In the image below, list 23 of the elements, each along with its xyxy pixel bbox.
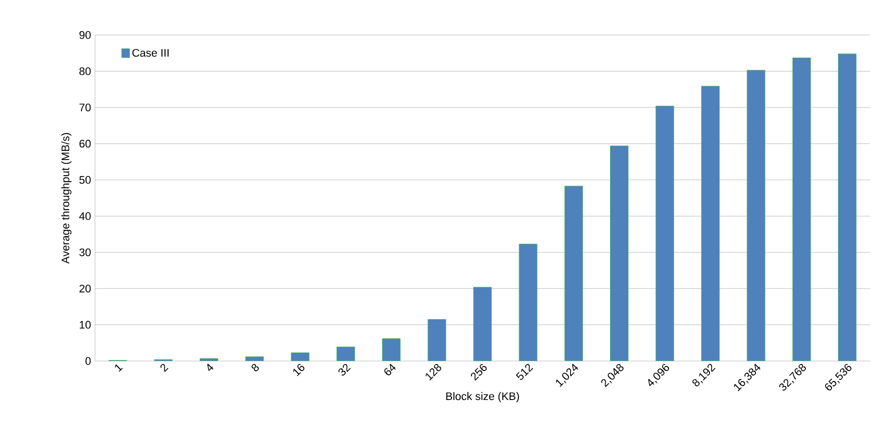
x-tick-label: 512 — [516, 364, 534, 380]
x-tick-label: 1 — [115, 364, 123, 372]
y-tick-label: 30 — [79, 248, 91, 256]
x-axis-title: Block size (KB) — [446, 392, 519, 402]
x-tick-label: 4 — [207, 364, 214, 371]
x-tick-label: 256 — [470, 364, 487, 381]
x-tick-label: 8 — [252, 364, 259, 372]
y-tick-label: 40 — [79, 212, 91, 220]
y-tick-label: 10 — [80, 320, 91, 329]
y-tick-label: 90 — [79, 31, 91, 39]
y-tick-label: 50 — [79, 176, 91, 184]
x-tick-label: 16 — [293, 364, 304, 376]
y-tick-label: 70 — [80, 104, 91, 112]
y-tick-label: 60 — [80, 140, 91, 148]
y-axis-title: Average throughput (MB/s) — [61, 133, 72, 264]
y-tick-label: 20 — [80, 284, 91, 292]
x-tick-label: 64 — [384, 364, 396, 376]
x-tick-label: 2 — [160, 364, 168, 372]
x-tick-label: 128 — [426, 364, 442, 380]
y-tick-label: 80 — [79, 67, 91, 76]
x-tick-label: 32 — [338, 364, 351, 376]
legend-label: Case III — [132, 48, 169, 57]
y-tick-label: 0 — [85, 357, 91, 365]
